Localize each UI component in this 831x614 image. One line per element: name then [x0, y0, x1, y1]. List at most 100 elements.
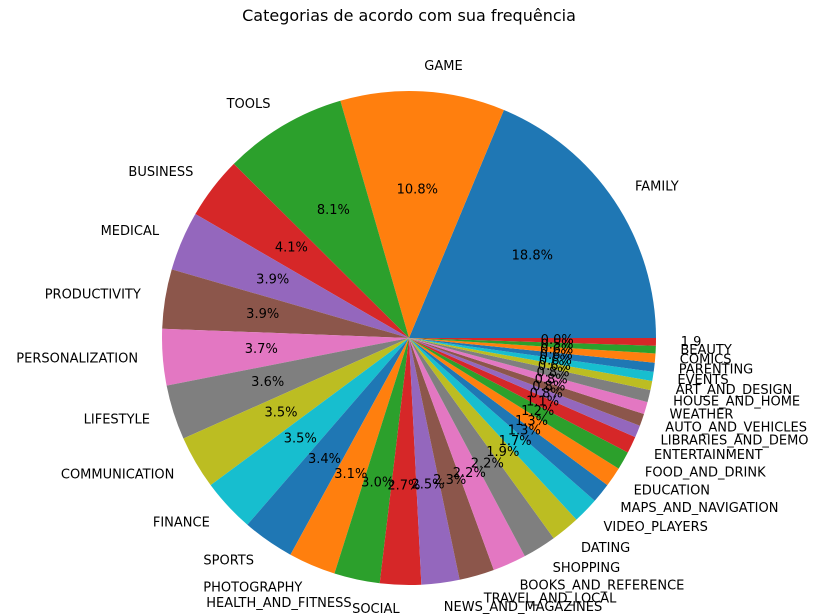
- slice-category-label: PARENTING: [679, 363, 753, 378]
- slice-percentage-label: 1.9%: [486, 445, 519, 460]
- pie-slice: [379, 338, 422, 586]
- slice-category-label: AUTO_AND_VEHICLES: [665, 421, 807, 436]
- slice-category-label: COMMUNICATION: [61, 468, 175, 483]
- slice-category-label: ENTERTAINMENT: [654, 448, 763, 463]
- slice-category-label: WEATHER: [670, 408, 734, 423]
- pie-slice: [409, 338, 494, 580]
- slice-percentage-label: 3.0%: [361, 475, 394, 490]
- slice-percentage-label: 2.5%: [411, 478, 444, 493]
- pie-slice: [340, 91, 504, 338]
- pie-slice: [409, 338, 648, 415]
- slice-percentage-label: 2.2%: [453, 466, 486, 481]
- slice-percentage-label: 1.1%: [526, 395, 559, 410]
- slice-category-label: PHOTOGRAPHY: [203, 580, 302, 595]
- pie-slice: [210, 338, 409, 525]
- slice-percentage-label: 0.8%: [536, 365, 569, 380]
- slice-percentage-label: 10.8%: [397, 183, 438, 198]
- slice-category-label: TRAVEL_AND_LOCAL: [483, 592, 617, 607]
- slice-percentage-label: 0.6%: [538, 359, 571, 374]
- pie-slice: [233, 100, 409, 338]
- pie-slice: [290, 338, 409, 574]
- pie-slice: [409, 338, 653, 391]
- slice-percentage-label: 2.3%: [433, 473, 466, 488]
- slice-percentage-label: 0.0%: [541, 333, 574, 348]
- slice-percentage-label: 1.2%: [521, 404, 554, 419]
- slice-category-label: ART_AND_DESIGN: [676, 383, 793, 398]
- slice-category-label: FOOD_AND_DRINK: [645, 465, 766, 480]
- pie-slice: [409, 338, 656, 354]
- pie-slice: [409, 338, 651, 403]
- pie-slice: [409, 338, 656, 346]
- slice-category-label: SHOPPING: [553, 561, 621, 576]
- slice-percentage-label: 1.3%: [515, 414, 548, 429]
- slice-category-label: LIFESTYLE: [84, 413, 150, 428]
- slice-category-label: EVENTS: [677, 373, 728, 388]
- slice-category-label: PRODUCTIVITY: [45, 287, 141, 302]
- slice-percentage-label: 18.8%: [512, 248, 553, 263]
- slice-category-label: DATING: [581, 541, 630, 556]
- slice-percentage-label: 0.6%: [540, 343, 573, 358]
- slice-category-label: MAPS_AND_NAVIGATION: [620, 501, 778, 516]
- pie-slice: [409, 338, 654, 382]
- slice-percentage-label: 8.1%: [317, 203, 350, 218]
- slice-percentage-label: 3.1%: [334, 467, 367, 482]
- pie-slice: [162, 269, 409, 338]
- slice-category-label: MEDICAL: [101, 224, 160, 239]
- pie-slice: [195, 163, 409, 338]
- pie-slice: [409, 338, 577, 539]
- pie-slice: [409, 338, 640, 438]
- slice-percentage-label: 0.5%: [540, 338, 573, 353]
- pie-slice: [161, 328, 409, 386]
- pie-slice: [183, 338, 409, 486]
- slice-percentage-label: 3.6%: [251, 375, 284, 390]
- slice-percentage-label: 0.6%: [540, 348, 573, 363]
- slice-percentage-label: 2.7%: [387, 479, 420, 494]
- category-labels: FAMILY GAME TOOLS BUSINESS MEDICAL PRODUCTIVI…: [16, 59, 808, 614]
- slice-percentage-label: 0.8%: [530, 387, 563, 402]
- slice-percentage-label: 3.9%: [246, 307, 279, 322]
- pie-slice: [409, 109, 656, 338]
- slice-percentage-label: 3.5%: [284, 431, 317, 446]
- pie-slice: [171, 214, 409, 338]
- pie-slice: [409, 338, 619, 486]
- slice-category-label: BEAUTY: [680, 343, 731, 358]
- slice-category-label: NEWS_AND_MAGAZINES: [444, 600, 602, 614]
- slice-category-label: SOCIAL: [352, 602, 400, 614]
- slice-percentage-label: 1.3%: [508, 424, 541, 439]
- slice-category-label: HOUSE_AND_HOME: [673, 395, 800, 410]
- slice-percentage-label: 3.5%: [264, 405, 297, 420]
- pie-slices: [161, 91, 656, 586]
- slice-category-label: FAMILY: [635, 180, 679, 195]
- pie-slice: [409, 338, 628, 469]
- slice-category-label: EDUCATION: [634, 483, 710, 498]
- slice-category-label: VIDEO_PLAYERS: [604, 520, 708, 535]
- pie-slice: [166, 338, 409, 439]
- slice-category-label: COMICS: [680, 353, 732, 368]
- slice-category-label: SPORTS: [203, 554, 254, 569]
- pie-slice: [409, 338, 655, 372]
- slice-percentage-label: 3.9%: [256, 272, 289, 287]
- slice-percentage-label: 0.8%: [535, 373, 568, 388]
- slice-percentage-label: 2.2%: [471, 456, 504, 471]
- pie-slice: [409, 338, 595, 520]
- slice-percentage-label: 0.8%: [532, 380, 565, 395]
- pie-slice: [409, 338, 608, 501]
- slice-percentage-label: 4.1%: [275, 240, 308, 255]
- slice-percentage-label: 3.7%: [245, 342, 278, 357]
- pie-slice: [409, 338, 656, 363]
- slice-category-label: GAME: [424, 59, 462, 74]
- pie-slice: [409, 338, 554, 557]
- slice-category-label: 1.9: [681, 335, 702, 350]
- chart-title: Categorias de acordo com sua frequência: [242, 6, 576, 25]
- slice-percentage-label: 0.6%: [539, 354, 572, 369]
- slice-category-label: FINANCE: [153, 515, 210, 530]
- pie-slice: [409, 338, 460, 585]
- pie-slice: [409, 338, 645, 426]
- slice-percentage-label: 1.7%: [499, 434, 532, 449]
- slice-category-label: TOOLS: [226, 97, 271, 112]
- pie-slice: [409, 338, 636, 453]
- slice-category-label: LIBRARIES_AND_DEMO: [661, 433, 809, 448]
- slice-category-label: HEALTH_AND_FITNESS: [206, 596, 351, 611]
- slice-category-label: BUSINESS: [128, 165, 193, 180]
